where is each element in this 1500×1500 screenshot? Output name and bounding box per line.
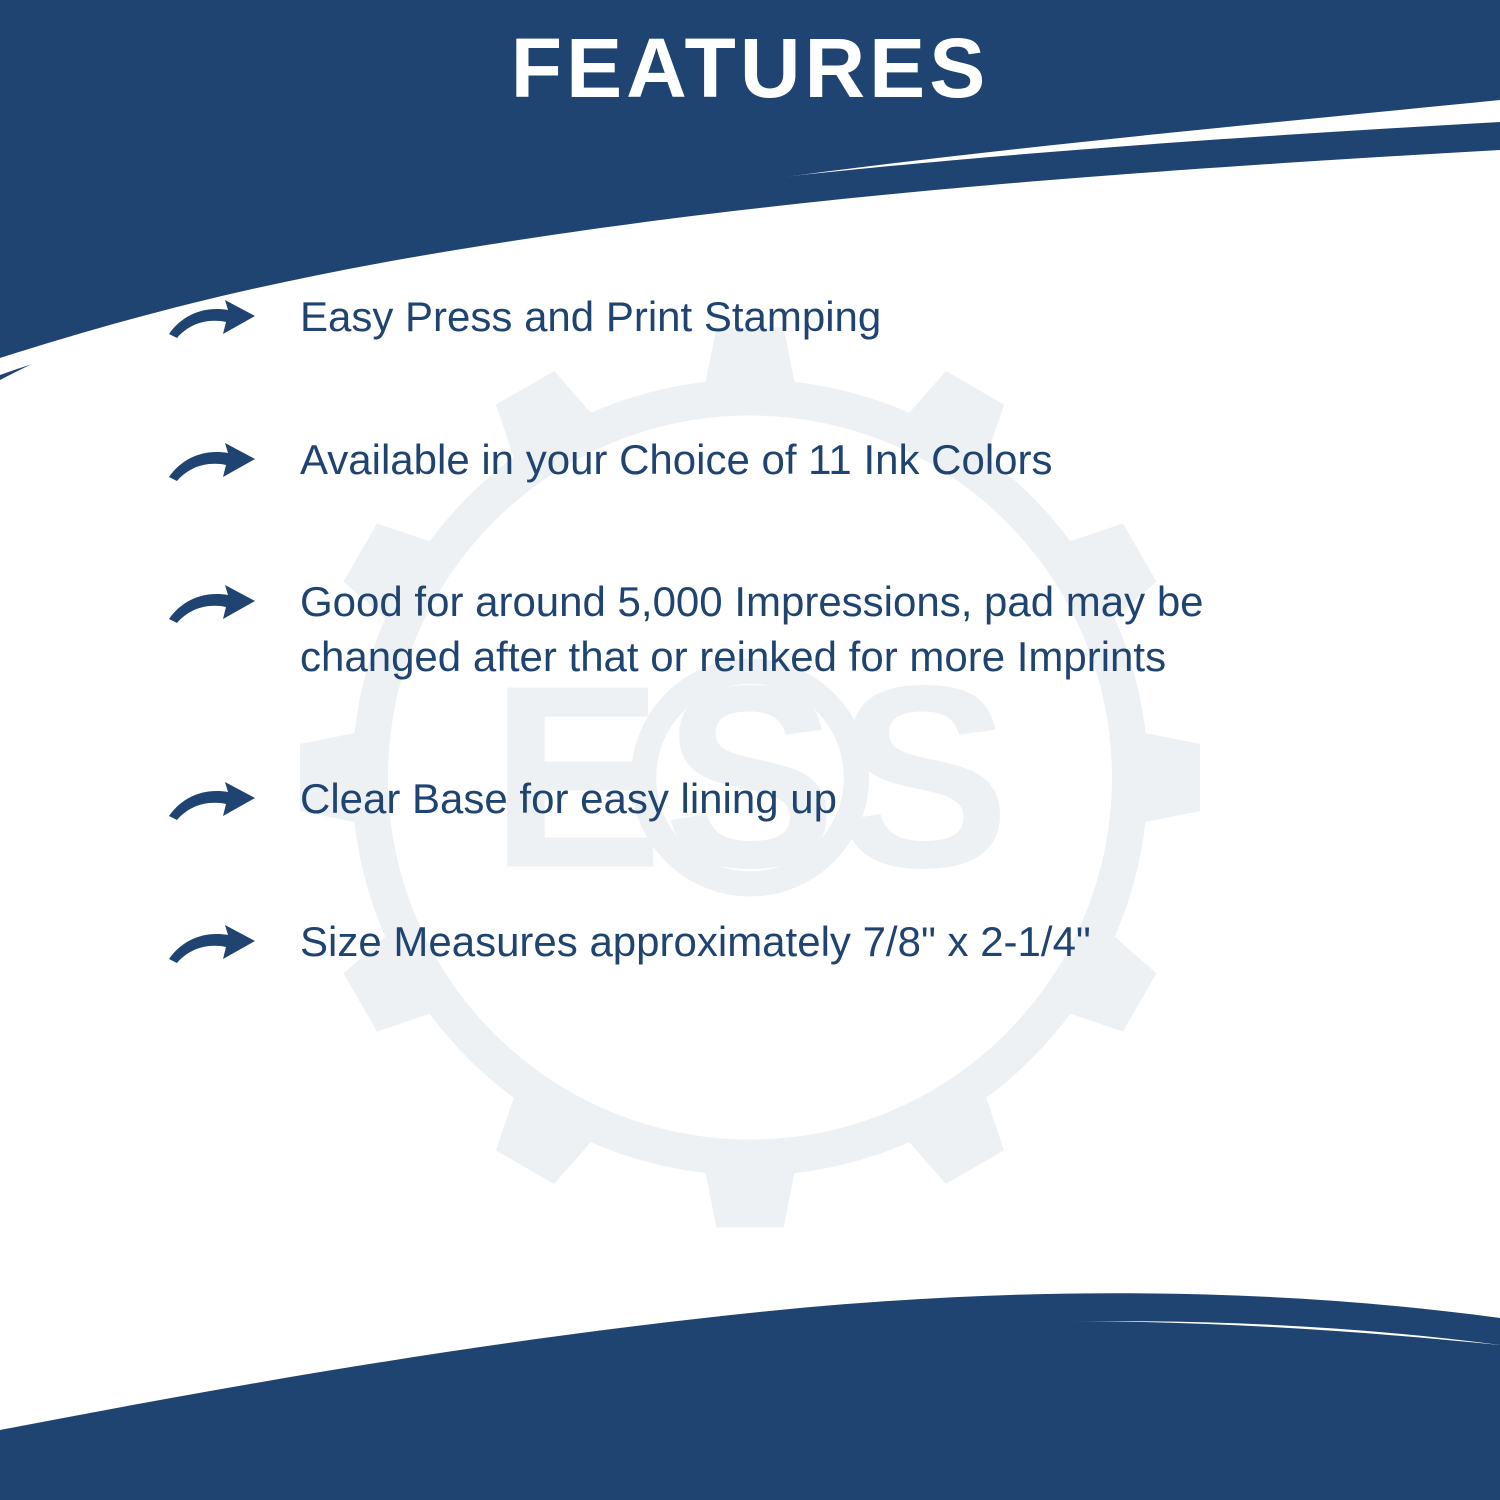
feature-item: Size Measures approximately 7/8" x 2-1/4… [165,915,1365,970]
arrow-icon [165,776,255,826]
arrow-icon [165,579,255,629]
arrow-icon [165,919,255,969]
page-title: FEATURES [0,20,1500,117]
feature-item: Available in your Choice of 11 Ink Color… [165,433,1365,488]
wave-bottom-ribbon [0,1293,1500,1458]
wave-bottom-main [0,1321,1500,1500]
feature-text: Size Measures approximately 7/8" x 2-1/4… [300,915,1091,970]
feature-item: Easy Press and Print Stamping [165,290,1365,345]
arrow-icon [165,437,255,487]
feature-text: Available in your Choice of 11 Ink Color… [300,433,1053,488]
arrow-icon [165,294,255,344]
feature-text: Clear Base for easy lining up [300,772,837,827]
feature-text: Easy Press and Print Stamping [300,290,881,345]
feature-item: Good for around 5,000 Impressions, pad m… [165,575,1365,684]
feature-item: Clear Base for easy lining up [165,772,1365,827]
feature-list: Easy Press and Print Stamping Available i… [165,290,1365,970]
feature-text: Good for around 5,000 Impressions, pad m… [300,575,1365,684]
infographic-canvas: FEATURES ESS Easy Press and Print Stampi… [0,0,1500,1500]
